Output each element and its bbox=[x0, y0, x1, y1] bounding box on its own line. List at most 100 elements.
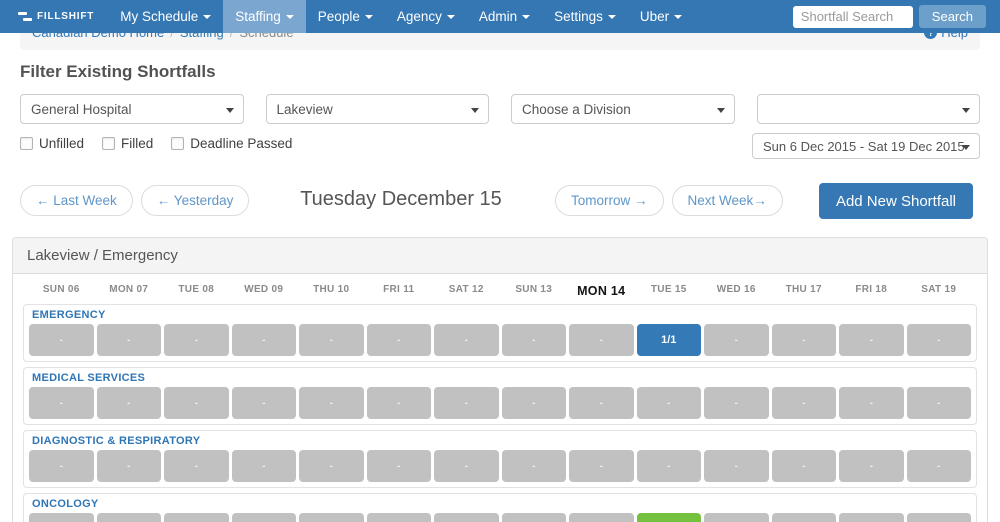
shortfall-cell-sat-12[interactable]: - bbox=[434, 324, 499, 356]
department-label: EMERGENCY bbox=[32, 309, 106, 321]
shortfall-cell-sun-13[interactable]: - bbox=[501, 324, 566, 356]
shortfall-cell-sun-13[interactable]: - bbox=[501, 387, 566, 419]
day-header-sun-06: SUN 06 bbox=[42, 284, 80, 295]
shortfall-cell-tue-08[interactable]: - bbox=[164, 387, 229, 419]
shortfall-cell-mon-14[interactable]: - bbox=[569, 450, 634, 482]
department-row-diagnostic-respiratory: DIAGNOSTIC & RESPIRATORY - - - - - - - - - - - - - - bbox=[23, 430, 977, 488]
shortfall-cell-wed-16[interactable]: - bbox=[704, 324, 769, 356]
day-header-fri-18: FRI 18 bbox=[855, 284, 888, 295]
add-new-shortfall-button[interactable]: Add New Shortfall bbox=[818, 183, 973, 219]
shortfall-cell-thu-17[interactable]: - bbox=[771, 450, 836, 482]
shortfall-cell-sat-19[interactable]: - bbox=[906, 324, 971, 356]
nav-item-uber[interactable]: Uber bbox=[628, 0, 694, 33]
shortfall-cell-sun-06[interactable]: - bbox=[29, 387, 94, 419]
shortfall-cell-thu-10[interactable]: - bbox=[299, 324, 364, 356]
unfilled-checkbox[interactable] bbox=[20, 137, 33, 150]
facility-select[interactable]: General Hospital bbox=[20, 94, 244, 124]
shortfall-cell-fri-11[interactable]: - bbox=[366, 450, 431, 482]
nav-item-people[interactable]: People bbox=[306, 0, 385, 33]
shortfall-cell-thu-17[interactable]: - bbox=[771, 513, 836, 522]
shortfall-cell-sun-13[interactable]: - bbox=[501, 450, 566, 482]
department-label: DIAGNOSTIC & RESPIRATORY bbox=[32, 435, 201, 447]
shortfall-cell-sun-06[interactable]: - bbox=[29, 450, 94, 482]
nav-item-settings[interactable]: Settings bbox=[542, 0, 628, 33]
site-select[interactable]: Lakeview bbox=[265, 94, 489, 124]
filled-checkbox[interactable] bbox=[102, 137, 116, 150]
schedule-panel: Lakeview / Emergency SUN 06 MON 07 TUE 08 W… bbox=[12, 237, 988, 522]
shortfall-cell-thu-10[interactable]: - bbox=[299, 387, 364, 419]
deadline-passed-checkbox-item: Deadline Passed bbox=[171, 136, 292, 151]
shortfall-cell-wed-09[interactable]: - bbox=[231, 513, 296, 522]
day-header-sat-12: SAT 12 bbox=[448, 284, 484, 295]
shortfall-cell-mon-07[interactable]: - bbox=[96, 387, 161, 419]
shortfall-cell-thu-17[interactable]: - bbox=[771, 324, 836, 356]
chevron-down-icon bbox=[471, 108, 479, 113]
shortfall-cell-tue-08[interactable]: - bbox=[164, 513, 229, 522]
next-week-button[interactable]: Next Week→ bbox=[671, 185, 783, 216]
day-header-mon-07: MON 07 bbox=[109, 284, 149, 295]
shortfall-cell-tue-08[interactable]: - bbox=[164, 450, 229, 482]
shortfall-cell-mon-07[interactable]: - bbox=[96, 513, 161, 522]
shortfall-cell-tue-08[interactable]: - bbox=[164, 324, 229, 356]
shortfall-cell-sun-06[interactable]: - bbox=[29, 324, 94, 356]
shortfall-cell-fri-18[interactable]: - bbox=[839, 324, 904, 356]
day-header-wed-16: WED 16 bbox=[716, 284, 756, 295]
nav-item-my-schedule[interactable]: My Schedule bbox=[108, 0, 223, 33]
unit-select[interactable] bbox=[756, 94, 980, 124]
day-header-thu-10: THU 10 bbox=[313, 284, 350, 295]
yesterday-button[interactable]: ← Yesterday bbox=[140, 185, 250, 216]
shortfall-cell-mon-14[interactable]: - bbox=[569, 513, 634, 522]
nav-item-admin[interactable]: Admin bbox=[467, 0, 542, 33]
shortfall-cell-fri-18[interactable]: - bbox=[839, 387, 904, 419]
date-range-select[interactable]: Sun 6 Dec 2015 - Sat 19 Dec 2015 bbox=[752, 133, 980, 159]
tomorrow-button[interactable]: Tomorrow → bbox=[555, 185, 664, 216]
shortfall-cell-mon-07[interactable]: - bbox=[96, 450, 161, 482]
shortfall-cell-sun-13[interactable]: - bbox=[501, 513, 566, 522]
shortfall-cell-sun-06[interactable]: - bbox=[29, 513, 94, 522]
fillshift-brand[interactable]: FILLSHIFT bbox=[0, 0, 108, 33]
shortfall-cell-sat-12[interactable]: - bbox=[434, 387, 499, 419]
day-header-sun-13: SUN 13 bbox=[515, 284, 553, 295]
day-header-wed-09: WED 09 bbox=[244, 284, 284, 295]
shortfall-cell-tue-15[interactable]: - bbox=[636, 387, 701, 419]
fillshift-logo-icon bbox=[18, 11, 32, 22]
shortfall-cell-thu-10[interactable]: - bbox=[299, 450, 364, 482]
schedule-panel-title: Lakeview / Emergency bbox=[13, 238, 987, 274]
nav-item-agency[interactable]: Agency bbox=[385, 0, 467, 33]
day-header-thu-17: THU 17 bbox=[785, 284, 822, 295]
shortfall-search-input[interactable] bbox=[792, 5, 913, 28]
shortfall-cell-wed-16[interactable]: - bbox=[704, 513, 769, 522]
page-title: Filter Existing Shortfalls bbox=[20, 62, 216, 81]
shortfall-cell-sat-19[interactable]: - bbox=[906, 387, 971, 419]
shortfall-cell-wed-09[interactable]: - bbox=[231, 450, 296, 482]
shortfall-cell-tue-15[interactable]: - bbox=[636, 450, 701, 482]
shortfall-cell-wed-09[interactable]: - bbox=[231, 324, 296, 356]
department-row-emergency: EMERGENCY - - - - - - - - -1/1- - - - bbox=[23, 304, 977, 362]
shortfall-cell-sat-12[interactable]: - bbox=[434, 450, 499, 482]
shortfall-cell-fri-11[interactable]: - bbox=[366, 324, 431, 356]
shortfall-cell-tue-15[interactable]: 1/1 bbox=[636, 513, 701, 522]
shortfall-cell-tue-15[interactable]: 1/1 bbox=[636, 324, 701, 356]
date-range-value: Sun 6 Dec 2015 - Sat 19 Dec 2015 bbox=[763, 138, 965, 154]
shortfall-cell-sat-12[interactable]: - bbox=[434, 513, 499, 522]
shortfall-cell-mon-14[interactable]: - bbox=[569, 324, 634, 356]
shortfall-cell-fri-18[interactable]: - bbox=[839, 513, 904, 522]
shortfall-cell-wed-16[interactable]: - bbox=[704, 387, 769, 419]
shortfall-cell-fri-11[interactable]: - bbox=[366, 513, 431, 522]
search-button[interactable]: Search bbox=[918, 5, 986, 28]
chevron-down-icon bbox=[522, 15, 531, 19]
deadline-passed-checkbox[interactable] bbox=[171, 137, 185, 150]
shortfall-cell-sat-19[interactable]: - bbox=[906, 513, 971, 522]
shortfall-cell-thu-10[interactable]: - bbox=[299, 513, 364, 522]
shortfall-cell-fri-18[interactable]: - bbox=[839, 450, 904, 482]
nav-item-staffing[interactable]: Staffing bbox=[223, 0, 306, 33]
shortfall-cell-thu-17[interactable]: - bbox=[771, 387, 836, 419]
shortfall-cell-wed-16[interactable]: - bbox=[704, 450, 769, 482]
shortfall-cell-wed-09[interactable]: - bbox=[231, 387, 296, 419]
last-week-button[interactable]: ← Last Week bbox=[20, 185, 133, 216]
shortfall-cell-fri-11[interactable]: - bbox=[366, 387, 431, 419]
division-select[interactable]: Choose a Division bbox=[511, 94, 735, 124]
shortfall-cell-sat-19[interactable]: - bbox=[906, 450, 971, 482]
shortfall-cell-mon-14[interactable]: - bbox=[569, 387, 634, 419]
shortfall-cell-mon-07[interactable]: - bbox=[96, 324, 161, 356]
